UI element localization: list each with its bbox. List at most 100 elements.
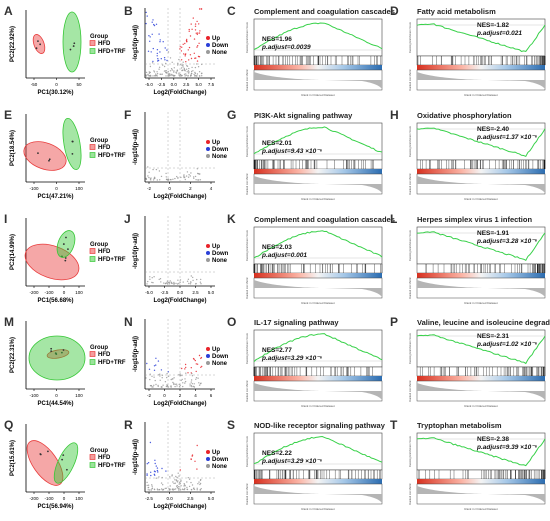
legend-label: Down (212, 147, 229, 153)
x-tick-label: 0 (163, 393, 166, 398)
none-point (157, 384, 159, 387)
none-point (180, 479, 182, 481)
none-point (183, 174, 185, 176)
legend-label: Down (212, 457, 229, 463)
ranked-metric-area (254, 383, 382, 400)
none-point (177, 177, 179, 179)
legend-swatch (89, 454, 96, 460)
down-point (153, 24, 156, 27)
rank-color-strip (254, 376, 382, 381)
up-point (194, 25, 197, 27)
up-point (196, 363, 199, 365)
rank-color-strip (417, 376, 545, 381)
none-point (185, 73, 187, 75)
none-point (189, 75, 192, 77)
sample-point (61, 458, 64, 461)
sample-point (48, 158, 51, 161)
none-point (169, 485, 171, 487)
up-point (179, 469, 181, 471)
hfd-ellipse (46, 349, 70, 359)
down-point (145, 22, 147, 25)
none-point (165, 385, 168, 388)
down-point (167, 371, 169, 373)
none-point (198, 384, 201, 386)
none-point (195, 179, 197, 181)
none-point (158, 68, 160, 70)
up-point (179, 48, 181, 50)
sample-point (62, 243, 65, 245)
es-axis-label: Running Enrichment Score (245, 435, 249, 467)
padj-value: p.adjust=0.001 (261, 252, 307, 259)
up-point (188, 28, 190, 31)
legend-label: HFD (98, 249, 111, 255)
down-point (157, 360, 160, 362)
gsea-panel: S NOD-like receptor signaling pathway Runn… (227, 418, 386, 511)
none-point (198, 382, 200, 384)
down-point (154, 462, 156, 465)
down-point (146, 463, 148, 465)
none-point (173, 382, 175, 385)
running-es-line (416, 23, 546, 52)
none-point (170, 68, 173, 70)
none-point (173, 283, 175, 285)
legend-label: Up (212, 140, 220, 146)
up-point (194, 23, 197, 25)
rank-x-label: Rank in Ordered Dataset (301, 301, 334, 305)
none-point (150, 179, 152, 181)
none-point (152, 168, 154, 171)
legend-label: None (212, 258, 228, 264)
legend-dot (206, 464, 210, 468)
panel-letter: P (390, 315, 398, 329)
x-tick-label: 5.0 (208, 496, 215, 501)
ranked-metric-area (254, 280, 382, 297)
none-point (164, 70, 167, 72)
up-point (187, 372, 189, 374)
pathway-title: Herpes simplex virus 1 infection (417, 215, 532, 224)
legend-label: HFD+TRF (98, 360, 126, 366)
none-point (192, 279, 194, 282)
ranked-metric-area (417, 280, 545, 297)
none-point (182, 64, 184, 66)
es-axis-label: Running Enrichment Score (245, 125, 249, 157)
sample-point (50, 347, 53, 350)
panel-letter: D (390, 4, 399, 18)
none-point (184, 178, 186, 181)
legend-dot (206, 354, 210, 358)
y-axis-label: -log10(p-adj) (133, 439, 139, 475)
none-point (185, 175, 188, 177)
down-point (164, 47, 166, 49)
up-point (189, 54, 192, 56)
none-point (183, 67, 185, 70)
x-tick-label: -2 (147, 393, 151, 398)
none-point (192, 70, 194, 72)
x-tick-label: -5.0 (145, 290, 153, 295)
none-point (181, 69, 183, 72)
none-point (166, 385, 169, 388)
none-point (169, 70, 172, 72)
pathway-title: NOD-like receptor signaling pathway (254, 421, 386, 430)
none-point (158, 476, 160, 478)
none-point (162, 384, 164, 386)
x-tick-label: 2 (189, 186, 192, 191)
none-point (190, 481, 192, 484)
nes-value: NES=-1.82 (477, 22, 509, 29)
none-point (165, 178, 168, 181)
nes-value: NES=2.77 (262, 347, 292, 354)
x-tick-label: 2 (179, 393, 182, 398)
es-axis-label: Running Enrichment Score (408, 435, 412, 467)
none-point (174, 482, 176, 484)
none-point (193, 383, 195, 385)
none-point (181, 378, 183, 381)
up-point (180, 59, 183, 61)
legend-swatch (89, 152, 96, 158)
trf-ellipse (62, 11, 82, 73)
legend-label: HFD (98, 455, 111, 461)
rank-x-label: Rank in Ordered Dataset (464, 404, 497, 408)
none-point (186, 65, 188, 67)
es-axis-label: Running Enrichment Score (408, 21, 412, 53)
none-point (175, 282, 177, 285)
down-point (152, 19, 154, 21)
none-point (190, 381, 192, 383)
